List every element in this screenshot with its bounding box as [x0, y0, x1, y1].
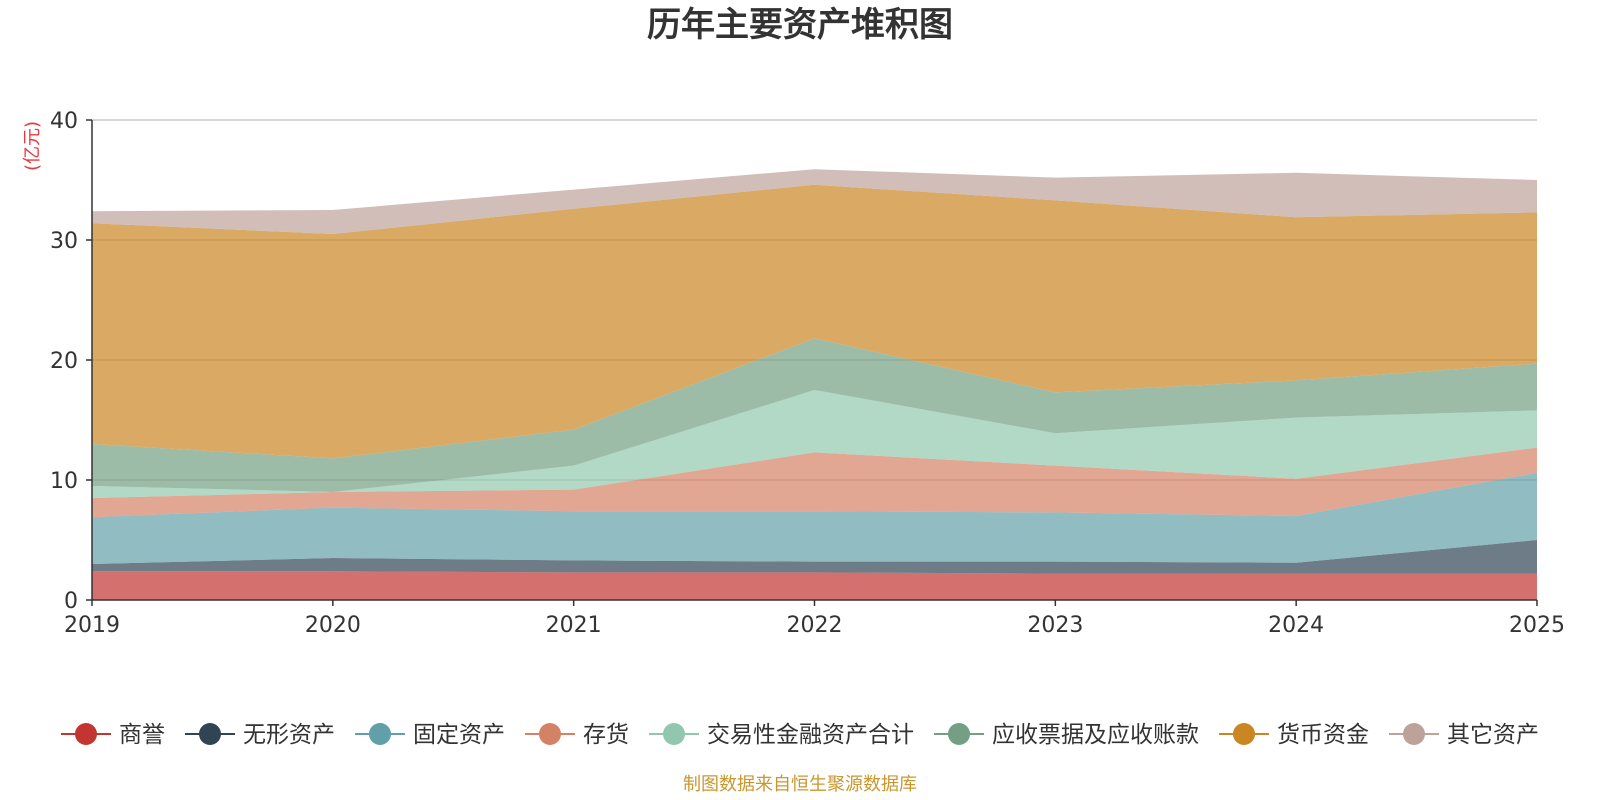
x-tick-label-2025: 2025 [1509, 613, 1565, 638]
legend-marker-0 [75, 723, 97, 745]
x-tick-label-2023: 2023 [1027, 613, 1083, 638]
y-tick-label-40: 40 [50, 109, 78, 134]
area-5 [92, 338, 1537, 492]
area-7 [92, 169, 1537, 234]
area-6 [92, 184, 1537, 459]
legend-label-2: 固定资产 [413, 722, 505, 748]
legend-item-7[interactable]: 其它资产 [1389, 722, 1539, 748]
legend-marker-7 [1403, 723, 1425, 745]
legend-item-2[interactable]: 固定资产 [355, 722, 505, 748]
chart-title: 历年主要资产堆积图 [647, 5, 953, 45]
legend-label-6: 货币资金 [1277, 722, 1369, 748]
x-tick-labels: 2019 2020 2021 2022 2023 2024 2025 [64, 600, 1565, 638]
legend-item-6[interactable]: 货币资金 [1219, 722, 1369, 748]
x-tick-label-2022: 2022 [787, 613, 843, 638]
x-tick-label-2019: 2019 [64, 613, 120, 638]
legend-marker-5 [948, 723, 970, 745]
legend: 商誉 无形资产 固定资产 存货 交易性金融资产合计 应收票据及应收账款 货币资金 其它资产 [61, 722, 1539, 748]
legend-label-3: 存货 [583, 722, 629, 748]
x-tick-label-2021: 2021 [546, 613, 602, 638]
legend-marker-6 [1233, 723, 1255, 745]
area-1 [92, 540, 1537, 574]
area-0 [92, 571, 1537, 600]
x-tick-label-2020: 2020 [305, 613, 361, 638]
legend-item-5[interactable]: 应收票据及应收账款 [934, 722, 1199, 748]
legend-label-1: 无形资产 [243, 722, 335, 748]
area-2 [92, 472, 1537, 564]
y-axis-label: (亿元) [22, 121, 43, 171]
area-series [92, 169, 1537, 600]
area-3 [92, 447, 1537, 518]
y-tick-label-30: 30 [50, 229, 78, 254]
legend-marker-3 [539, 723, 561, 745]
legend-label-0: 商誉 [119, 722, 165, 748]
area-4 [92, 390, 1537, 498]
x-tick-label-2024: 2024 [1268, 613, 1324, 638]
legend-label-5: 应收票据及应收账款 [992, 722, 1199, 748]
y-tick-label-0: 0 [64, 589, 78, 614]
y-tick-label-10: 10 [50, 469, 78, 494]
legend-item-0[interactable]: 商誉 [61, 722, 165, 748]
legend-item-4[interactable]: 交易性金融资产合计 [649, 722, 914, 748]
legend-marker-1 [199, 723, 221, 745]
legend-label-4: 交易性金融资产合计 [707, 722, 914, 748]
legend-item-3[interactable]: 存货 [525, 722, 629, 748]
legend-item-1[interactable]: 无形资产 [185, 722, 335, 748]
y-tick-label-20: 20 [50, 349, 78, 374]
legend-label-7: 其它资产 [1447, 722, 1539, 748]
legend-marker-4 [663, 723, 685, 745]
legend-marker-2 [369, 723, 391, 745]
data-source-note: 制图数据来自恒生聚源数据库 [683, 774, 917, 795]
y-tick-labels: 0 10 20 30 40 [50, 109, 92, 614]
